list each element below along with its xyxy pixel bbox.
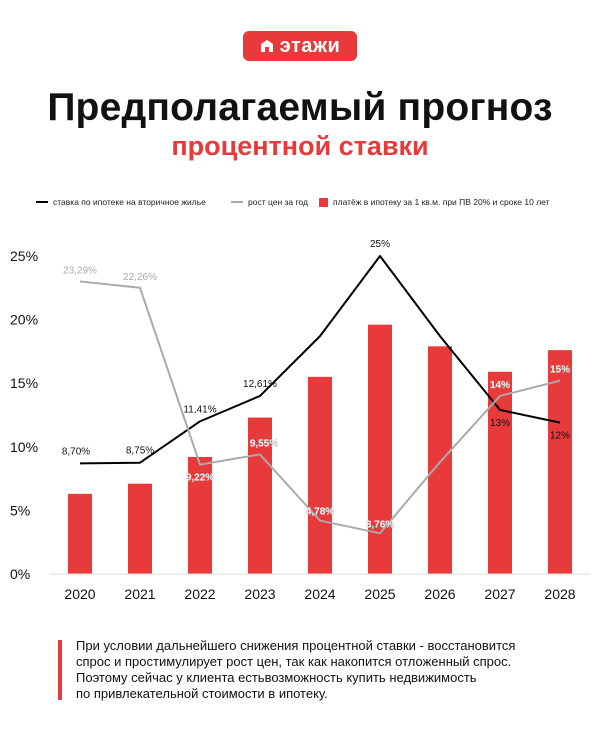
bar: [128, 483, 152, 574]
legend-swatch-payment: [319, 197, 328, 207]
price-growth-data-label: 9,55%: [250, 438, 278, 449]
y-tick-label: 0%: [10, 566, 30, 582]
rate-data-label: 12,61%: [243, 379, 277, 390]
footnote-text: При условии дальнейшего снижения процент…: [76, 638, 582, 702]
bar: [488, 371, 512, 574]
rate-data-label: 8,75%: [126, 446, 154, 457]
page-title: Предполагаемый прогноз: [47, 86, 553, 129]
footnote: При условии дальнейшего снижения процент…: [58, 638, 582, 702]
rate-data-label: 12%: [550, 431, 570, 442]
footnote-accent-bar: [58, 640, 62, 700]
price-growth-data-label: 9,22%: [186, 473, 214, 484]
x-tick-label: 2022: [184, 586, 215, 602]
brand-logo: этажи: [243, 31, 357, 61]
x-tick-label: 2020: [64, 586, 95, 602]
footnote-line: Поэтому сейчас у клиента естьвозможность…: [76, 670, 477, 685]
legend-item-rate: ставка по ипотеке на вторичное жилье: [36, 197, 206, 207]
rate-line: [79, 255, 561, 465]
page-subtitle: процентной ставки: [171, 131, 429, 161]
footnote-line: спрос и простимулирует рост цен, так как…: [76, 654, 512, 669]
building-icon: [260, 40, 273, 52]
brand-name: этажи: [279, 34, 341, 57]
x-tick-label: 2023: [244, 586, 275, 602]
rate-data-label: 25%: [370, 239, 390, 250]
legend-label-price-growth: рост цен за год: [248, 197, 308, 207]
price-growth-data-label: 4,78%: [306, 507, 334, 518]
legend-label-rate: ставка по ипотеке на вторичное жилье: [53, 197, 206, 207]
footnote-line: по привлекательной стоимости в ипотеку.: [76, 686, 328, 701]
rate-data-label: 11,41%: [183, 404, 216, 415]
x-tick-label: 2026: [424, 586, 455, 602]
bar: [428, 346, 452, 574]
legend-swatch-rate: [36, 201, 48, 203]
bar: [368, 324, 392, 574]
y-tick-label: 25%: [10, 248, 38, 264]
bar: [308, 376, 332, 574]
legend-label-payment: платёж в ипотеку за 1 кв.м. при ПВ 20% и…: [333, 197, 550, 207]
bar: [248, 417, 272, 574]
x-tick-label: 2028: [544, 586, 575, 602]
x-tick-label: 2021: [124, 586, 155, 602]
price-growth-data-label: 15%: [550, 365, 570, 376]
x-tick-label: 2024: [304, 586, 335, 602]
bar: [548, 350, 572, 574]
legend-swatch-price-growth: [231, 201, 243, 203]
x-tick-label: 2025: [364, 586, 395, 602]
price-growth-line: [79, 280, 561, 535]
footnote-line: При условии дальнейшего снижения процент…: [76, 638, 516, 653]
price-growth-data-label: 22,26%: [123, 272, 157, 283]
rate-data-label: 8,70%: [62, 446, 90, 457]
price-growth-data-label: 3,76%: [366, 519, 394, 530]
y-tick-label: 15%: [10, 375, 38, 391]
y-tick-label: 20%: [10, 312, 38, 328]
legend-item-price-growth: рост цен за год: [231, 197, 308, 207]
bar: [68, 493, 92, 574]
rate-data-label: 13%: [490, 418, 510, 429]
bar: [188, 456, 212, 574]
price-growth-data-label: 14%: [490, 380, 510, 391]
legend-item-payment: платёж в ипотеку за 1 кв.м. при ПВ 20% и…: [319, 197, 550, 207]
x-tick-label: 2027: [484, 586, 515, 602]
y-tick-label: 10%: [10, 439, 38, 455]
chart-legend: ставка по ипотеке на вторичное жилье рос…: [36, 197, 576, 213]
chart-area: 0% 5% 10% 15% 20% 25% 2020 2021 2022 2023 2024 2025…: [10, 239, 590, 602]
y-tick-label: 5%: [10, 502, 30, 518]
price-growth-data-label: 23,29%: [63, 265, 97, 276]
